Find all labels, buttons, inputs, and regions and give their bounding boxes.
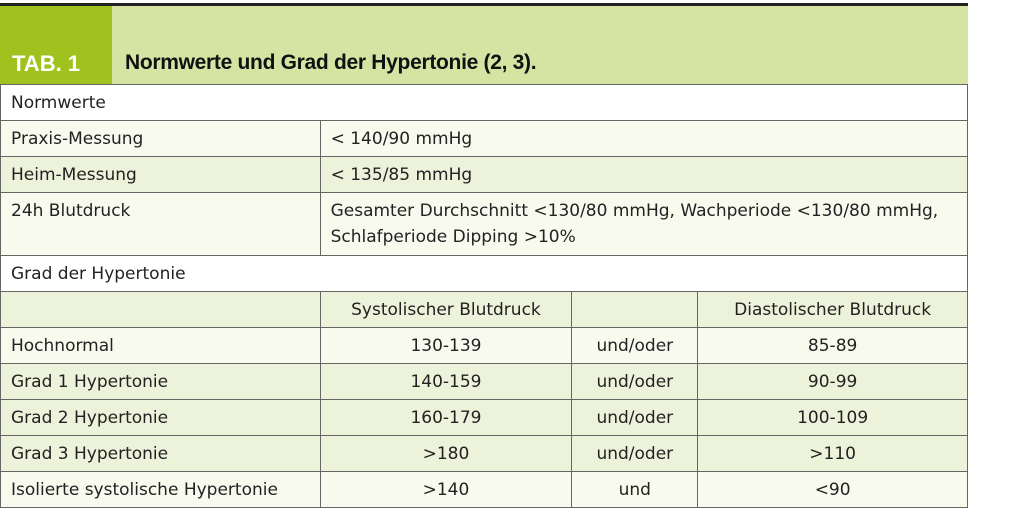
table-row: Grad 2 Hypertonie 160-179 und/oder 100-109 bbox=[0, 399, 968, 436]
section-row: Grad der Hypertonie bbox=[0, 255, 968, 292]
table-row: Hochnormal 130-139 und/oder 85-89 bbox=[0, 327, 968, 364]
table-row: Praxis-Messung < 140/90 mmHg bbox=[0, 120, 969, 157]
table-row: Heim-Messung < 135/85 mmHg bbox=[0, 156, 969, 193]
table-row: Isolierte systolische Hypertonie >140 und <… bbox=[0, 471, 968, 508]
section-row: Normwerte bbox=[0, 84, 968, 121]
table-number: TAB. 1 bbox=[0, 6, 112, 84]
table-row: Grad 3 Hypertonie >180 und/oder >110 bbox=[0, 435, 968, 472]
column-header-row: Systolischer Blutdruck Diastolischer Blu… bbox=[0, 291, 968, 328]
table-row: 24h Blutdruck Gesamter Durchschnitt <130/… bbox=[0, 192, 969, 256]
table-row: Grad 1 Hypertonie 140-159 und/oder 90-99 bbox=[0, 363, 968, 400]
table-title: Normwerte und Grad der Hypertonie (2, 3)… bbox=[125, 51, 537, 74]
hypertension-table: Normwerte Praxis-Messung < 140/90 mmHg He… bbox=[0, 84, 969, 508]
table-header: TAB. 1 Normwerte und Grad der Hypertonie… bbox=[0, 3, 968, 84]
